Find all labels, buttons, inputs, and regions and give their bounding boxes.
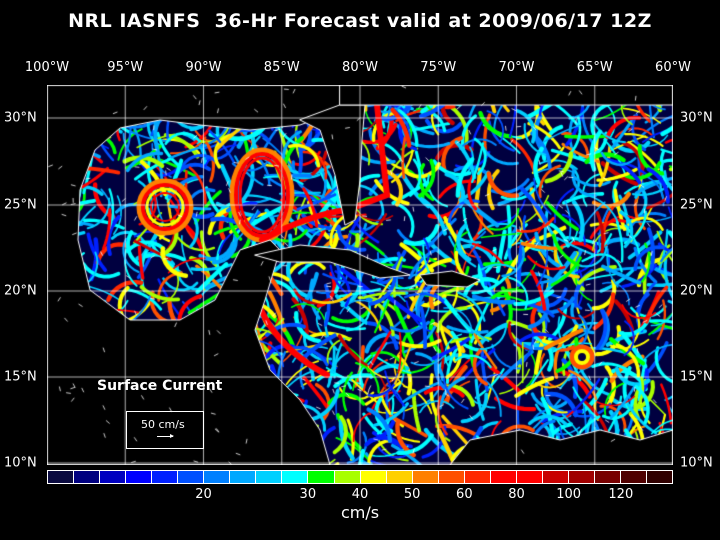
lat-label: 10°N (4, 455, 37, 471)
colorbar-tick: 40 (351, 487, 369, 502)
colorbar-swatch (230, 471, 256, 483)
colorbar-swatch (100, 471, 126, 483)
lat-label: 10°N (680, 455, 713, 471)
lon-label: 80°W (342, 60, 378, 75)
colorbar-swatch (490, 471, 516, 483)
colorbar-swatch (152, 471, 178, 483)
colorbar-swatch (178, 471, 204, 483)
lat-label: 30°N (680, 110, 713, 126)
lat-label: 15°N (680, 369, 713, 385)
lat-label: 25°N (4, 197, 37, 213)
surface-current-map (47, 85, 673, 465)
colorbar-tick: 120 (608, 487, 634, 502)
colorbar-swatch (74, 471, 100, 483)
colorbar-swatch (204, 471, 230, 483)
colorbar-swatch (386, 471, 412, 483)
lon-label: 65°W (576, 60, 613, 75)
colorbar-swatch (48, 471, 74, 483)
colorbar (47, 470, 673, 484)
colorbar-unit: cm/s (340, 503, 380, 522)
lat-label: 20°N (680, 283, 713, 299)
colorbar-swatch (516, 471, 542, 483)
colorbar-swatch (621, 471, 647, 483)
colorbar-swatch (256, 471, 282, 483)
colorbar-swatch (412, 471, 438, 483)
reference-arrow-icon (157, 434, 174, 438)
colorbar-swatch (594, 471, 621, 483)
lon-label: 75°W (420, 60, 457, 75)
colorbar-tick: 60 (456, 487, 473, 502)
colorbar-swatch (334, 471, 360, 483)
lat-label: 20°N (4, 283, 37, 299)
lat-label: 30°N (4, 110, 37, 126)
colorbar-swatch (126, 471, 152, 483)
colorbar-swatch (438, 471, 464, 483)
lat-label: 15°N (4, 369, 37, 385)
lat-label: 25°N (680, 197, 713, 213)
colorbar-swatch (647, 471, 673, 483)
colorbar-swatch (542, 471, 568, 483)
reference-vector-box: 50 cm/s (126, 411, 204, 449)
colorbar-tick: 50 (403, 487, 421, 502)
legend-title: Surface Current (97, 378, 223, 394)
colorbar-tick: 100 (556, 487, 582, 502)
colorbar-tick: 20 (195, 487, 212, 502)
colorbar-swatch (464, 471, 490, 483)
lon-label: 95°W (107, 60, 144, 75)
colorbar-tick: 30 (299, 487, 317, 502)
reference-vector-label: 50 cm/s (141, 418, 185, 431)
lon-label: 100°W (24, 60, 70, 75)
colorbar-swatch (568, 471, 594, 483)
lon-label: 60°W (655, 60, 691, 75)
colorbar-swatch (282, 471, 308, 483)
colorbar-swatch (308, 471, 334, 483)
lon-label: 70°W (498, 60, 535, 75)
figure-title: NRL IASNFS 36-Hr Forecast valid at 2009/… (68, 10, 652, 32)
lon-label: 90°W (185, 60, 222, 75)
colorbar-tick: 80 (508, 487, 525, 502)
colorbar-swatch (360, 471, 386, 483)
lon-label: 85°W (263, 60, 300, 75)
